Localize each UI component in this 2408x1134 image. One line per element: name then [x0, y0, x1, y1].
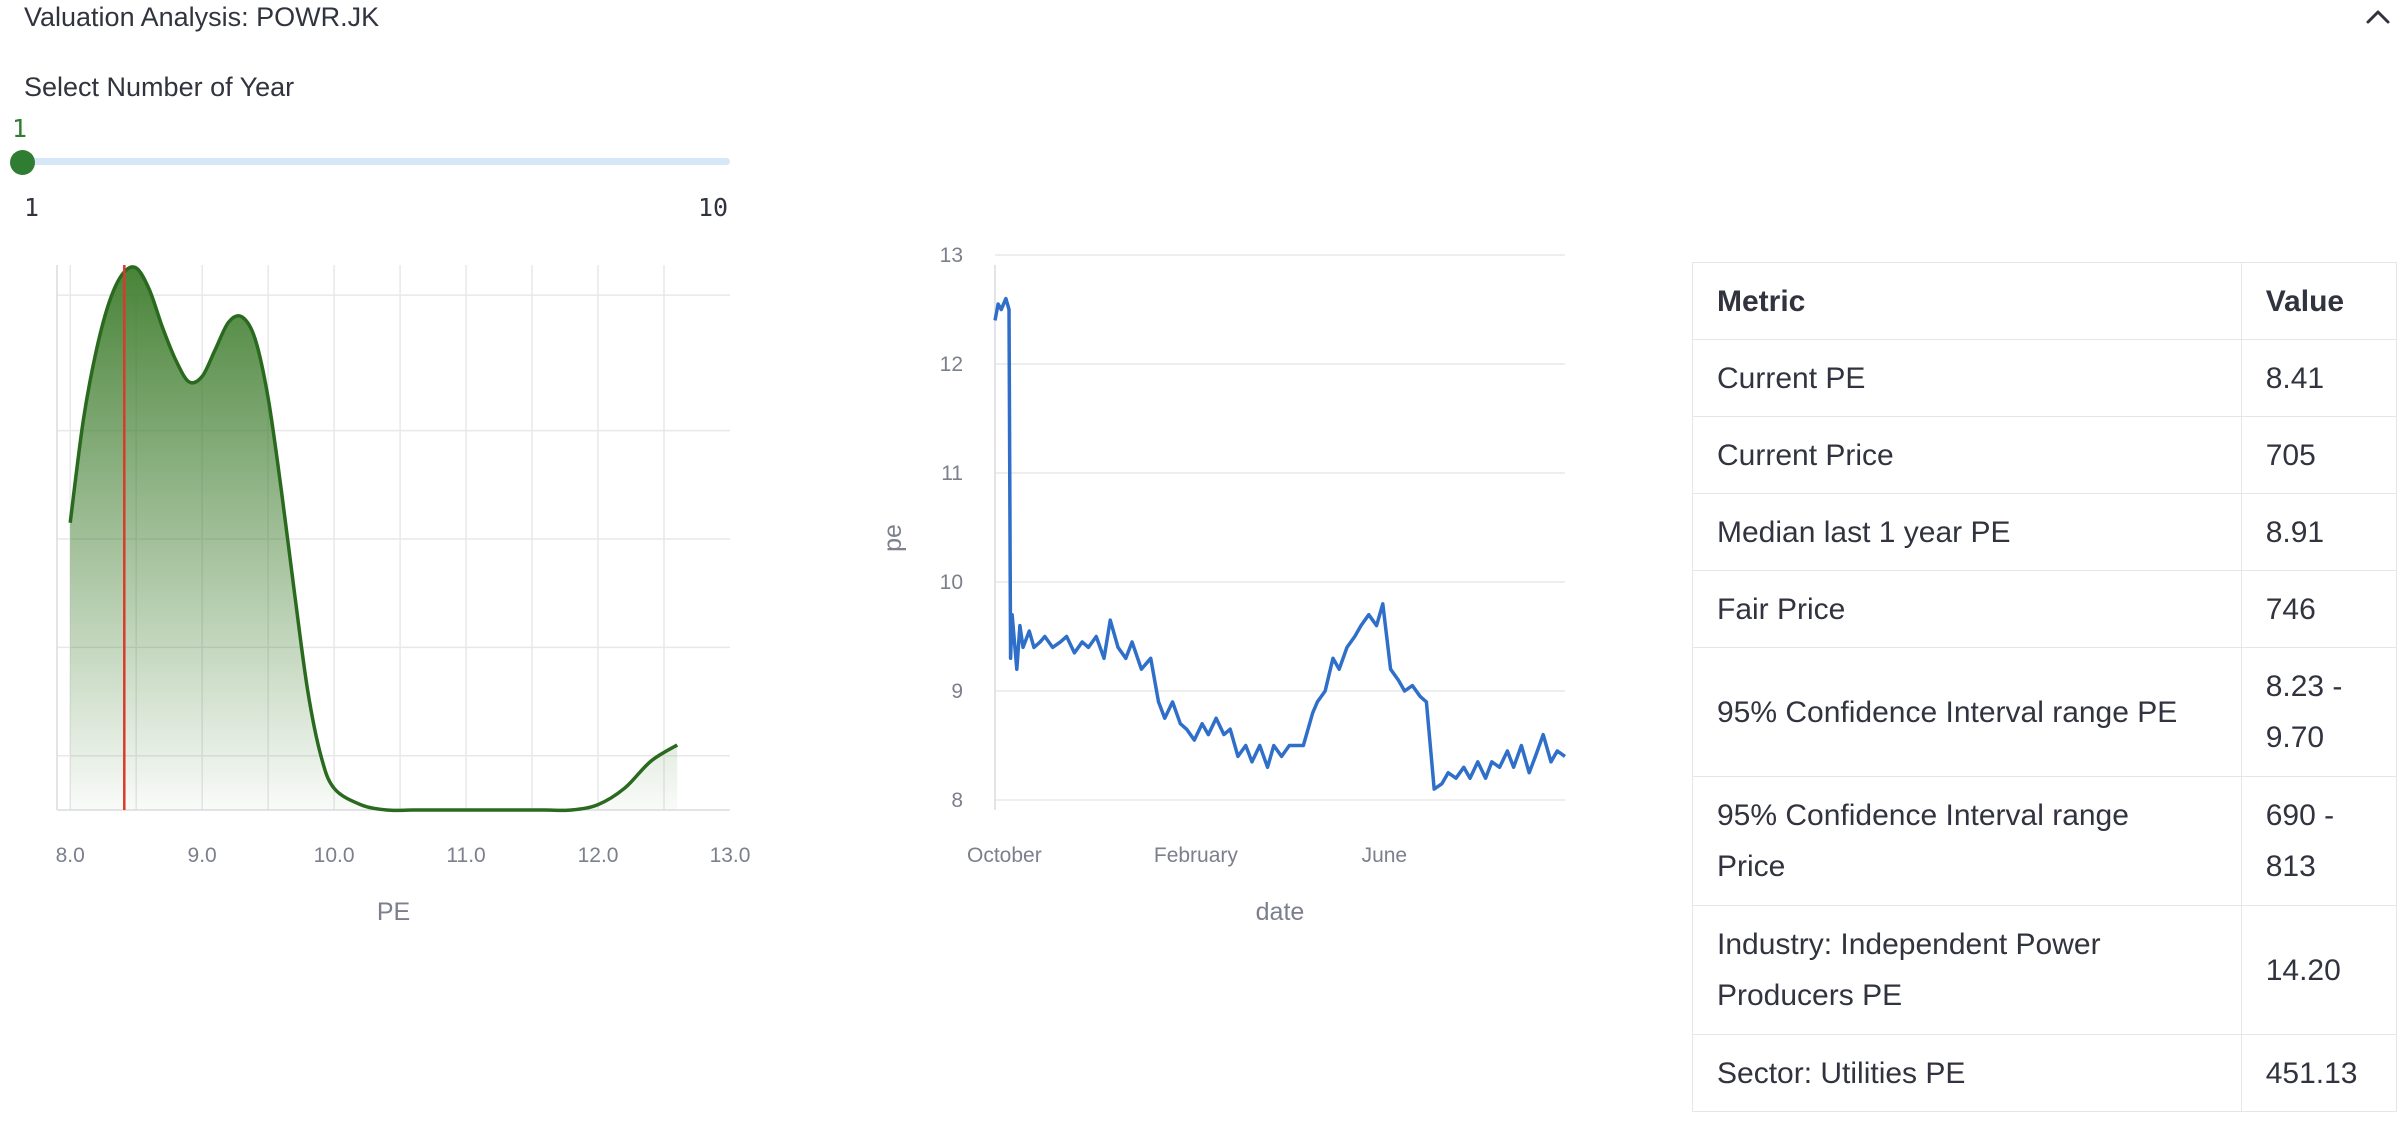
slider-value: 1: [12, 114, 28, 143]
line-y-tick-label: 9: [951, 680, 963, 703]
metric-column-header: Metric: [1692, 262, 2242, 340]
line-y-tick-label: 13: [940, 244, 963, 267]
table-row: Sector: Utilities PE 451.13: [1692, 1034, 2398, 1112]
metric-cell: Industry: Independent Power Producers PE: [1692, 905, 2242, 1035]
value-column-header: Value: [2240, 262, 2398, 340]
kde-x-tick-label: 12.0: [578, 844, 619, 867]
expander-header[interactable]: Valuation Analysis: POWR.JK: [0, 0, 2408, 38]
metric-cell: Median last 1 year PE: [1692, 493, 2242, 571]
line-x-tick-label: June: [1362, 844, 1408, 867]
kde-x-tick-label: 13.0: [710, 844, 751, 867]
metric-cell: Sector: Utilities PE: [1692, 1034, 2242, 1112]
kde-x-tick-label: 9.0: [188, 844, 217, 867]
pe-series-line: [993, 296, 1567, 791]
value-cell: 8.23 - 9.70: [2240, 647, 2398, 777]
line-y-tick-label: 11: [941, 462, 963, 485]
line-y-tick-label: 10: [940, 571, 963, 594]
slider-label: Select Number of Year: [24, 72, 295, 102]
value-cell: 705: [2240, 416, 2398, 494]
pe-distribution-chart: 8.0 9.0 10.0 11.0 12.0 13.0 PE: [56, 265, 751, 926]
value-cell: 8.91: [2240, 493, 2398, 571]
table-row: 95% Confidence Interval range Price 690 …: [1692, 776, 2398, 906]
metric-cell: Fair Price: [1692, 570, 2242, 648]
line-y-tick-label: 8: [951, 789, 963, 812]
table-row: Current Price 705: [1692, 416, 2398, 494]
value-cell: 746: [2240, 570, 2398, 648]
kde-x-tick-label: 11.0: [446, 844, 485, 867]
metric-cell: 95% Confidence Interval range PE: [1692, 647, 2242, 777]
expander-title: Valuation Analysis: POWR.JK: [24, 2, 380, 32]
slider-min-label: 1: [24, 193, 40, 222]
table-row: Current PE 8.41: [1692, 339, 2398, 417]
line-y-tick-label: 12: [940, 353, 963, 376]
pe-history-chart: 8 9 10 11 12 13 October February June date pe: [879, 244, 1567, 926]
kde-x-axis-title: PE: [377, 898, 410, 926]
value-cell: 690 - 813: [2240, 776, 2398, 906]
year-slider-thumb[interactable]: [10, 150, 35, 175]
chevron-up-icon[interactable]: [2358, 0, 2398, 34]
metric-cell: Current Price: [1692, 416, 2242, 494]
slider-max-label: 10: [698, 193, 729, 222]
table-row: Industry: Independent Power Producers PE…: [1692, 905, 2398, 1035]
value-cell: 14.20: [2240, 905, 2398, 1035]
table-row: 95% Confidence Interval range PE 8.23 - …: [1692, 647, 2398, 777]
line-y-axis-title: pe: [879, 524, 907, 552]
metric-cell: Current PE: [1692, 339, 2242, 417]
kde-line: [68, 265, 679, 813]
kde-area: [70, 266, 678, 811]
kde-x-tick-label: 10.0: [314, 844, 355, 867]
line-x-axis-title: date: [1256, 898, 1305, 926]
table-header-row: Metric Value: [1692, 262, 2398, 340]
metric-cell: 95% Confidence Interval range Price: [1692, 776, 2242, 906]
table-row: Fair Price 746: [1692, 570, 2398, 648]
valuation-metrics-table: Metric Value Current PE 8.41 Current Pri…: [1692, 262, 2398, 1112]
line-x-tick-label: October: [967, 844, 1042, 867]
kde-x-tick-label: 8.0: [56, 844, 85, 867]
value-cell: 8.41: [2240, 339, 2398, 417]
value-cell: 451.13: [2240, 1034, 2398, 1112]
year-slider-track[interactable]: [22, 158, 730, 165]
line-x-tick-label: February: [1154, 844, 1239, 867]
table-row: Median last 1 year PE 8.91: [1692, 493, 2398, 571]
